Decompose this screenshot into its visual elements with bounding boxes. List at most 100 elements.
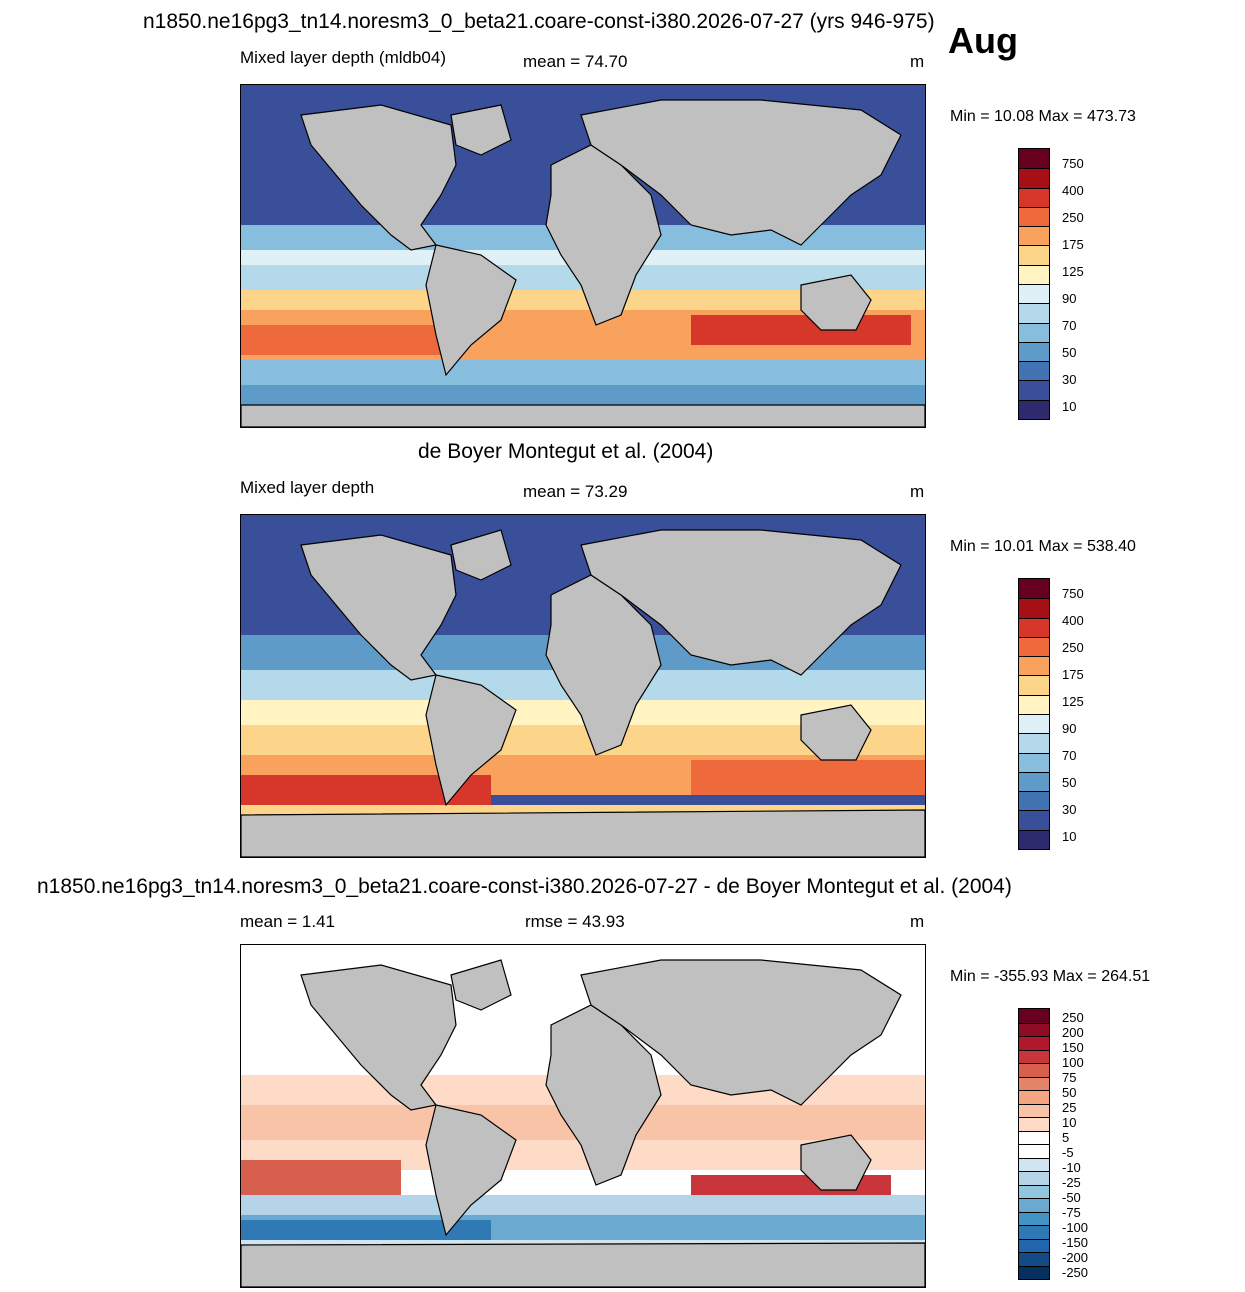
colorbar-3-tick-label: -150: [1062, 1234, 1089, 1250]
colorbar-3-tick-label: -250: [1062, 1264, 1089, 1280]
colorbar-3-tick-label: -25: [1062, 1174, 1081, 1190]
panel-2-map-svg: [241, 515, 925, 857]
colorbar-3-tick-label: 75: [1062, 1069, 1077, 1085]
colorbar-2-cell: [1019, 752, 1049, 772]
colorbar-1-cell: [1019, 206, 1049, 227]
colorbar-1-cell: [1019, 361, 1049, 381]
colorbar-2-cell: [1019, 791, 1049, 811]
colorbar-3-cell: [1019, 1184, 1049, 1198]
colorbar-1-tick-label: 125: [1062, 263, 1084, 279]
colorbar-2-tick-label: 750: [1062, 585, 1084, 601]
colorbar-1-tick-label: 400: [1062, 182, 1084, 198]
panel-3-colorbar: [1018, 1008, 1050, 1280]
colorbar-1-cell: [1019, 149, 1049, 169]
panel-2-units: m: [910, 482, 925, 501]
colorbar-2-cell: [1019, 810, 1049, 830]
colorbar-2-tick-label: 10: [1062, 828, 1077, 844]
panel-1-map-svg: [241, 85, 925, 427]
panel-1-map: [240, 84, 926, 428]
panel-2-minmax: Min = 10.01 Max = 538.40: [950, 538, 1136, 555]
panel-2-title: de Boyer Montegut et al. (2004): [418, 440, 714, 463]
colorbar-3-tick-label: 10: [1062, 1114, 1077, 1130]
month-label: Aug: [948, 20, 1018, 61]
colorbar-3-cell: [1019, 1157, 1049, 1171]
colorbar-2-cell: [1019, 675, 1049, 695]
colorbar-3-cell: [1019, 1103, 1049, 1117]
colorbar-2-cell: [1019, 579, 1049, 599]
colorbar-3-tick-label: -50: [1062, 1189, 1081, 1205]
panel-2-left-label: Mixed layer depth: [240, 478, 375, 497]
colorbar-3-cell: [1019, 1238, 1049, 1252]
colorbar-1-tick-label: 30: [1062, 371, 1077, 387]
panel-3-map-svg: [241, 945, 925, 1287]
colorbar-2-cell: [1019, 771, 1049, 792]
panel-1-mean: mean = 74.70: [523, 52, 628, 71]
panel-1-units: m: [910, 52, 925, 71]
panel-3-units: m: [910, 912, 925, 931]
colorbar-3-tick-label: 250: [1062, 1009, 1084, 1025]
colorbar-2-tick-label: 250: [1062, 639, 1084, 655]
panel-1-left-label: Mixed layer depth (mldb04): [240, 48, 446, 67]
colorbar-3-cell: [1019, 1171, 1049, 1185]
colorbar-3-cell: [1019, 1036, 1049, 1050]
colorbar-3-tick-label: 100: [1062, 1054, 1084, 1070]
colorbar-3-cell: [1019, 1130, 1049, 1144]
colorbar-2-cell: [1019, 598, 1049, 618]
colorbar-1-cell: [1019, 341, 1049, 362]
colorbar-2-tick-label: 50: [1062, 774, 1077, 790]
colorbar-2-cell: [1019, 829, 1049, 849]
colorbar-1-tick-label: 70: [1062, 317, 1077, 333]
colorbar-3-cell: [1019, 1009, 1049, 1023]
panel-3-rmse: rmse = 43.93: [525, 912, 625, 931]
colorbar-2-cell: [1019, 714, 1049, 734]
colorbar-3-cell: [1019, 1265, 1049, 1279]
colorbar-1-cell: [1019, 187, 1049, 207]
colorbar-3-cell: [1019, 1090, 1049, 1104]
colorbar-3-tick-label: -200: [1062, 1249, 1089, 1265]
colorbar-3-cell: [1019, 1063, 1049, 1077]
colorbar-3-tick-label: -10: [1062, 1159, 1081, 1175]
colorbar-2-tick-label: 400: [1062, 612, 1084, 628]
colorbar-3-tick-label: -100: [1062, 1219, 1089, 1235]
colorbar-3-cell: [1019, 1049, 1049, 1063]
colorbar-3-cell: [1019, 1252, 1049, 1266]
panel-1-title: n1850.ne16pg3_tn14.noresm3_0_beta21.coar…: [143, 10, 935, 33]
colorbar-2-tick-label: 125: [1062, 693, 1084, 709]
colorbar-1-tick-label: 50: [1062, 344, 1077, 360]
colorbar-3-cell: [1019, 1198, 1049, 1212]
panel-2-map: [240, 514, 926, 858]
panel-2-mean: mean = 73.29: [523, 482, 628, 501]
panel-1-colorbar: [1018, 148, 1050, 420]
colorbar-2-tick-label: 30: [1062, 801, 1077, 817]
colorbar-2-cell: [1019, 694, 1049, 714]
panel-3-mean: mean = 1.41: [240, 912, 335, 931]
colorbar-3-tick-label: 5: [1062, 1129, 1070, 1145]
colorbar-2-tick-label: 90: [1062, 720, 1077, 736]
colorbar-3-tick-label: 50: [1062, 1084, 1077, 1100]
colorbar-1-tick-label: 175: [1062, 236, 1084, 252]
colorbar-1-cell: [1019, 168, 1049, 188]
colorbar-3-cell: [1019, 1117, 1049, 1131]
colorbar-1-tick-label: 250: [1062, 209, 1084, 225]
colorbar-3-cell: [1019, 1076, 1049, 1090]
colorbar-1-cell: [1019, 322, 1049, 342]
colorbar-2-cell: [1019, 656, 1049, 676]
colorbar-3-tick-label: -5: [1062, 1144, 1074, 1160]
colorbar-3-tick-label: 200: [1062, 1024, 1084, 1040]
colorbar-3-cell: [1019, 1225, 1049, 1239]
panel-2-colorbar: [1018, 578, 1050, 850]
colorbar-3-tick-label: 25: [1062, 1099, 1077, 1115]
colorbar-1-cell: [1019, 264, 1049, 284]
colorbar-1-cell: [1019, 284, 1049, 304]
colorbar-2-tick-label: 70: [1062, 747, 1077, 763]
colorbar-1-cell: [1019, 303, 1049, 323]
colorbar-3-cell: [1019, 1211, 1049, 1225]
colorbar-2-cell: [1019, 733, 1049, 753]
colorbar-2-cell: [1019, 636, 1049, 657]
colorbar-2-tick-label: 175: [1062, 666, 1084, 682]
colorbar-1-tick-label: 10: [1062, 398, 1077, 414]
colorbar-1-tick-label: 90: [1062, 290, 1077, 306]
colorbar-2-cell: [1019, 617, 1049, 637]
panel-3-minmax: Min = -355.93 Max = 264.51: [950, 968, 1151, 985]
colorbar-3-tick-label: -75: [1062, 1204, 1081, 1220]
